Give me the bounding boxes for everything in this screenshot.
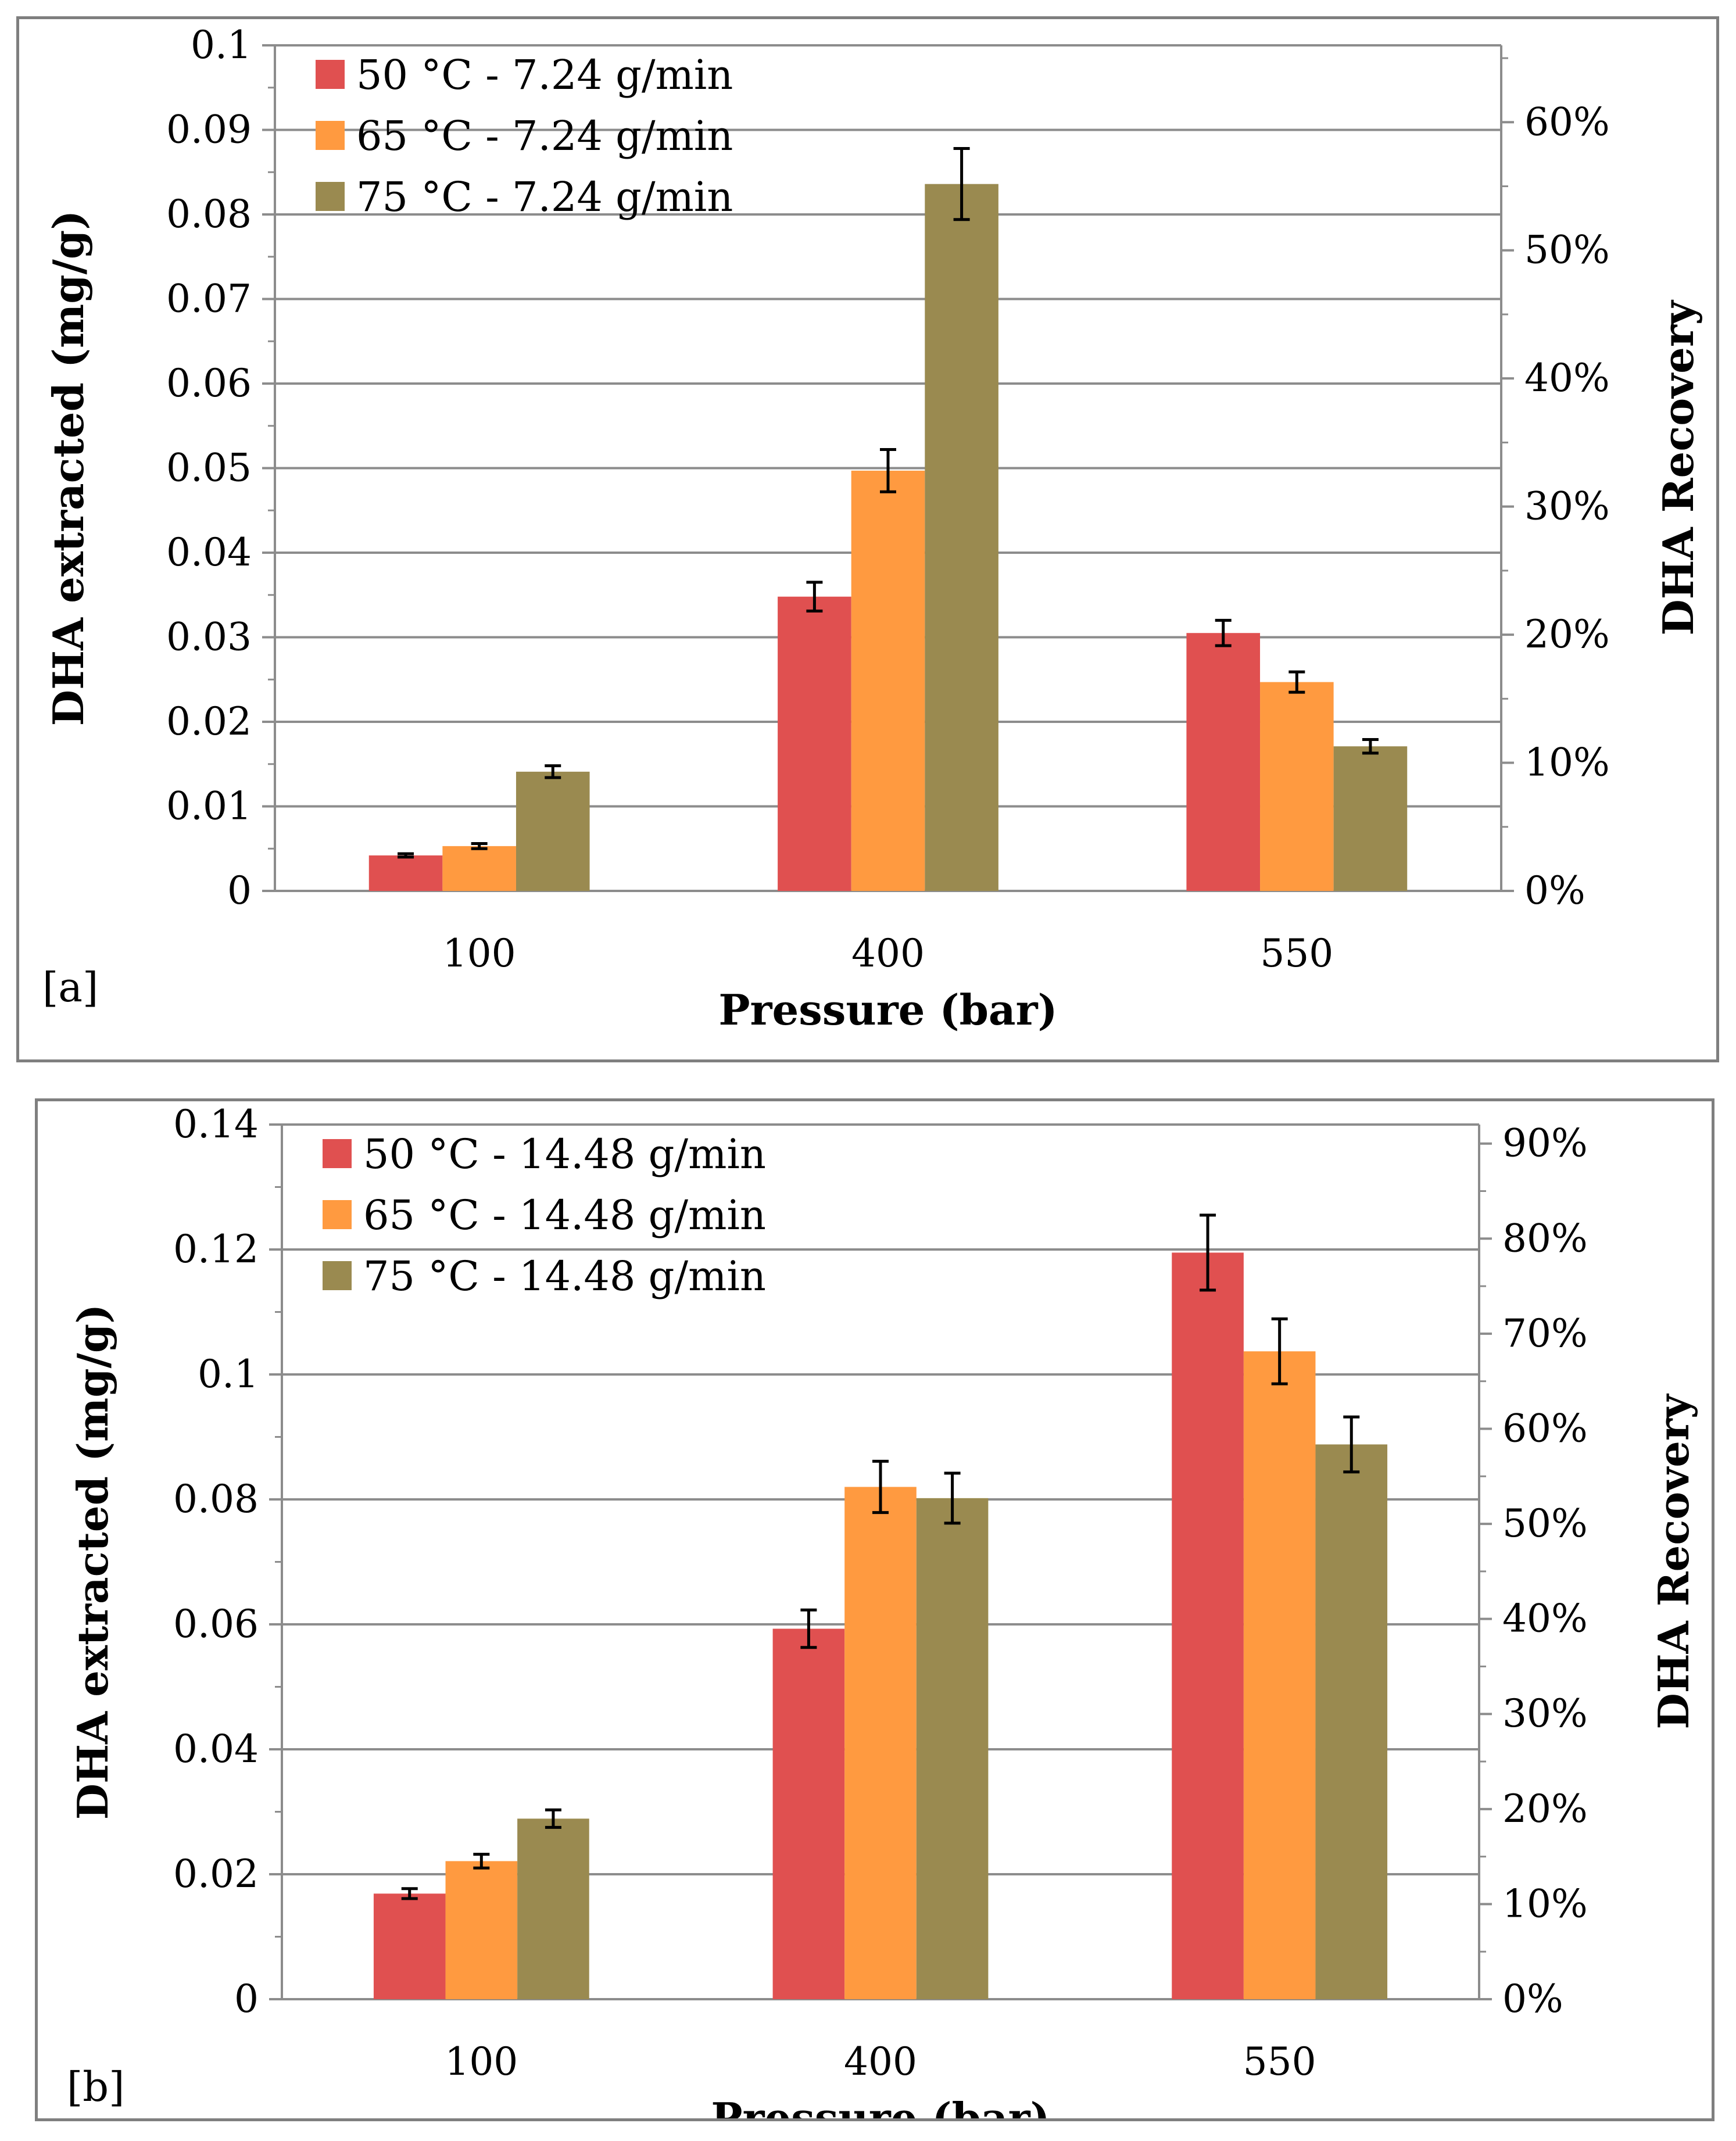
y-tick-label: 0.02 (166, 699, 252, 744)
legend-swatch (316, 60, 345, 89)
legend-swatch (316, 121, 345, 150)
y-tick-label: 0.14 (173, 1102, 259, 1147)
bar (445, 1861, 518, 1999)
legend-swatch (323, 1200, 352, 1229)
chart-panel-a: 0 0.01 0.02 0.03 0.04 0.05 0.06 0.07 0.08 0.09 0.1… (16, 16, 1719, 1062)
legend-label: 50 °C - 14.48 g/min (363, 1130, 766, 1178)
legend-label: 75 °C - 14.48 g/min (363, 1252, 766, 1300)
bar (373, 1893, 446, 1999)
x-axis-title: Pressure (bar) (718, 985, 1057, 1034)
y-tick-label: 0.12 (173, 1227, 259, 1272)
y-axis-title: DHA extracted (mg/g) (44, 210, 93, 726)
y-tick-label: 0.03 (166, 615, 252, 660)
bar (1172, 1252, 1244, 1999)
y-tick-label: 0.1 (191, 23, 252, 67)
y2-tick-label: 20% (1502, 1786, 1588, 1831)
x-tick-label: 100 (445, 2039, 518, 2084)
y-tick-label: 0.02 (173, 1852, 259, 1896)
y2-tick-label: 90% (1502, 1121, 1588, 1166)
y-tick-label: 0.08 (166, 192, 252, 237)
bar (778, 596, 851, 891)
legend-label: 65 °C - 14.48 g/min (363, 1191, 766, 1239)
bar (1260, 682, 1334, 891)
y2-tick-label: 30% (1524, 484, 1610, 529)
chart-a-svg: 0 0.01 0.02 0.03 0.04 0.05 0.06 0.07 0.08 0.09 0.1… (42, 23, 1703, 1034)
bar (925, 184, 998, 891)
bar (1186, 633, 1261, 891)
bar (851, 470, 925, 891)
bar (516, 771, 590, 891)
chart-b-svg: 0 0.02 0.04 0.06 0.08 0.1 0.12 0.14 0% 10% 20% 30% 4… (67, 1102, 1698, 2118)
y-tick-label: 0.06 (166, 361, 252, 406)
y2-tick-label: 20% (1524, 612, 1610, 657)
legend-swatch (316, 182, 345, 211)
y-tick-label: 0.04 (166, 530, 252, 575)
legend-swatch (323, 1261, 352, 1290)
bar (1243, 1351, 1316, 1999)
y2-tick-label: 0% (1502, 1977, 1563, 2021)
legend-label: 50 °C - 7.24 g/min (356, 51, 733, 99)
legend-label: 75 °C - 7.24 g/min (356, 173, 733, 221)
panel-label: [a] (42, 964, 98, 1011)
x-tick-label: 400 (851, 931, 925, 976)
y-tick-label: 0 (227, 868, 252, 913)
y2-tick-label: 10% (1502, 1881, 1588, 1926)
y2-tick-label: 70% (1502, 1311, 1588, 1356)
y-tick-label: 0.1 (198, 1352, 259, 1397)
y2-axis-title: DHA Recovery (1649, 1393, 1698, 1729)
y-tick-label: 0.08 (173, 1477, 259, 1521)
panel-label: [b] (67, 2063, 124, 2111)
y-axis-title: DHA extracted (mg/g) (68, 1304, 117, 1820)
y2-tick-label: 50% (1502, 1501, 1588, 1546)
y-tick-label: 0.06 (173, 1602, 259, 1646)
y2-tick-label: 80% (1502, 1216, 1588, 1261)
bar (368, 855, 443, 891)
bar (916, 1498, 989, 1999)
y2-tick-label: 30% (1502, 1691, 1588, 1736)
y2-tick-label: 40% (1524, 356, 1610, 400)
y2-tick-label: 10% (1524, 740, 1610, 785)
bar (517, 1818, 589, 1999)
legend-swatch (323, 1139, 352, 1168)
y2-tick-label: 0% (1524, 868, 1585, 913)
bar (844, 1487, 917, 1999)
y-tick-label: 0.01 (166, 784, 252, 829)
legend-label: 65 °C - 7.24 g/min (356, 112, 733, 160)
x-tick-label: 550 (1243, 2039, 1316, 2084)
bar (442, 846, 516, 891)
y2-axis-title: DHA Recovery (1653, 299, 1703, 635)
y2-tick-label: 60% (1524, 99, 1610, 144)
y-tick-label: 0.04 (173, 1727, 259, 1771)
y-tick-label: 0.05 (166, 446, 252, 491)
y2-tick-label: 60% (1502, 1406, 1588, 1451)
x-tick-label: 550 (1260, 931, 1333, 976)
bar (1333, 746, 1408, 891)
y2-tick-label: 50% (1524, 228, 1610, 273)
bar (1315, 1444, 1388, 1999)
x-tick-label: 400 (844, 2039, 917, 2084)
bar (772, 1628, 845, 1999)
chart-panel-b: 0 0.02 0.04 0.06 0.08 0.1 0.12 0.14 0% 10% 20% 30% 4… (35, 1098, 1714, 2121)
y-tick-label: 0.09 (166, 108, 252, 152)
y-tick-label: 0 (234, 1977, 259, 2021)
x-tick-label: 100 (443, 931, 516, 976)
y-tick-label: 0.07 (166, 277, 252, 321)
y2-tick-label: 40% (1502, 1596, 1588, 1641)
x-axis-title: Pressure (bar) (711, 2093, 1050, 2118)
